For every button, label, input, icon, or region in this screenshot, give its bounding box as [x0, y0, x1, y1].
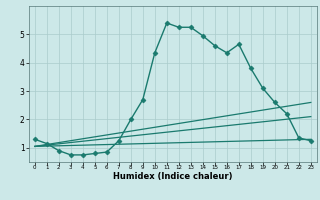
X-axis label: Humidex (Indice chaleur): Humidex (Indice chaleur)	[113, 172, 233, 181]
